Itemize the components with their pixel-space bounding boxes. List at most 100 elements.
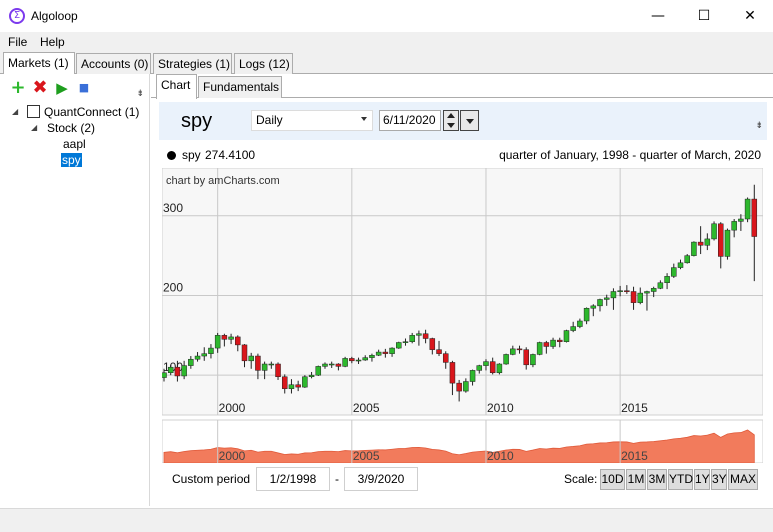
toolbar-overflow-icon[interactable]: ⇟ <box>136 88 144 98</box>
candle-body <box>362 357 368 361</box>
candle-body <box>510 348 516 355</box>
close-button[interactable]: ✕ <box>744 8 756 24</box>
candle-body <box>644 291 650 294</box>
candle-body <box>563 330 570 342</box>
tab-logs[interactable]: Logs (12) <box>234 53 293 74</box>
candle-body <box>691 241 697 256</box>
menu-help[interactable]: Help <box>40 35 65 49</box>
candle-body <box>275 363 281 378</box>
candle-body <box>369 354 375 358</box>
candle-body <box>375 351 382 356</box>
period-from-field[interactable]: 1/2/1998 <box>256 467 330 491</box>
candle-body <box>489 361 496 374</box>
candle-body <box>167 366 174 374</box>
candle-body <box>241 344 248 362</box>
legend-marker-icon <box>167 151 176 160</box>
menu-bar: File Help <box>0 32 773 52</box>
chart-watermark: chart by amCharts.com <box>166 175 280 187</box>
tree-item-stock[interactable]: Stock (2) <box>47 121 96 135</box>
candle-body <box>161 372 167 378</box>
header-overflow-icon[interactable]: ⇟ <box>755 120 763 130</box>
candle-body <box>449 362 456 384</box>
scale-button-3m[interactable]: 3M <box>647 469 667 490</box>
candle-body <box>751 198 758 237</box>
candle-body <box>718 223 724 257</box>
chevron-down-icon <box>466 119 474 124</box>
run-icon[interactable]: ▶ <box>56 79 68 97</box>
candle-body <box>342 358 348 367</box>
candle-body <box>543 342 550 347</box>
tab-fundamentals[interactable]: Fundamentals <box>198 76 282 98</box>
candle-body <box>577 320 583 327</box>
candle-body <box>355 359 362 362</box>
expand-arrow-icon[interactable]: ◢ <box>12 107 19 116</box>
scale-button-1m[interactable]: 1M <box>626 469 646 490</box>
quantconnect-checkbox[interactable] <box>27 105 40 118</box>
period-to-field[interactable]: 3/9/2020 <box>344 467 418 491</box>
candle-body <box>677 262 684 268</box>
spin-up-icon[interactable] <box>447 113 455 118</box>
tab-chart[interactable]: Chart <box>156 74 197 99</box>
candle-body <box>214 335 221 349</box>
candle-body <box>463 381 469 392</box>
spin-down-icon[interactable] <box>447 123 455 128</box>
candle-body <box>416 333 422 336</box>
add-icon[interactable]: + <box>10 77 26 98</box>
minimize-button[interactable]: — <box>651 8 665 24</box>
navigator-tick-label: 2010 <box>487 449 514 463</box>
navigator-tick-label: 2015 <box>621 449 648 463</box>
tree-item-aapl[interactable]: aapl <box>63 137 86 151</box>
tab-accounts[interactable]: Accounts (0) <box>76 53 151 74</box>
candle-body <box>288 384 295 389</box>
date-spinner[interactable] <box>443 110 459 131</box>
candle-body <box>530 354 536 366</box>
candle-body <box>302 376 308 388</box>
menu-file[interactable]: File <box>8 35 28 49</box>
y-tick-label: 300 <box>163 201 183 215</box>
expand-arrow-icon[interactable]: ◢ <box>31 123 38 132</box>
scale-button-1y[interactable]: 1Y <box>694 469 710 490</box>
candle-body <box>389 347 395 354</box>
tree-item-quantconnect[interactable]: QuantConnect (1) <box>44 105 140 119</box>
tab-markets[interactable]: Markets (1) <box>3 52 75 75</box>
resolution-select[interactable]: Daily <box>251 110 373 131</box>
candle-body <box>583 307 590 322</box>
candle-body <box>744 198 751 220</box>
chart-panel: Chart Fundamentals spy Daily 6/11/2020 ⇟… <box>151 74 773 506</box>
candle-body <box>194 355 201 360</box>
plot-area <box>161 167 764 416</box>
symbol-title: spy <box>181 110 213 132</box>
maximize-button[interactable]: ☐ <box>697 8 711 24</box>
stock-chart-svg[interactable]: 1002003002000200520102015chart by amChar… <box>161 167 764 464</box>
stop-icon[interactable]: ■ <box>78 81 90 94</box>
candle-body <box>630 291 637 303</box>
scale-button-ytd[interactable]: YTD <box>668 469 693 490</box>
stock-chart[interactable]: 1002003002000200520102015chart by amChar… <box>161 167 764 464</box>
scale-label: Scale: <box>564 472 598 486</box>
x-tick-label: 2005 <box>353 401 380 415</box>
navigator-tick-label: 2000 <box>219 449 246 463</box>
scale-button-max[interactable]: MAX <box>728 469 758 490</box>
candle-body <box>704 238 711 246</box>
tree-item-spy[interactable]: spy <box>61 153 82 167</box>
tab-strategies[interactable]: Strategies (1) <box>153 53 232 74</box>
candle-body <box>557 339 563 342</box>
scale-button-10d[interactable]: 10D <box>600 469 625 490</box>
x-tick-label: 2015 <box>621 401 648 415</box>
title-bar: Σ Algoloop — ☐ ✕ <box>0 0 773 32</box>
candle-body <box>724 229 731 257</box>
window-title: Algoloop <box>31 9 78 23</box>
scale-button-3y[interactable]: 3Y <box>711 469 727 490</box>
date-field[interactable]: 6/11/2020 <box>379 110 441 131</box>
resolution-value: Daily <box>256 113 283 127</box>
candle-body <box>536 342 543 355</box>
candle-body <box>315 366 322 376</box>
candle-body <box>469 370 476 382</box>
candle-body <box>409 335 415 342</box>
candle-body <box>442 353 449 363</box>
candle-body <box>496 363 503 374</box>
delete-icon[interactable]: ✖ <box>32 77 48 98</box>
legend-range: quarter of January, 1998 - quarter of Ma… <box>499 148 761 162</box>
candle-body <box>255 355 261 371</box>
date-dropdown-button[interactable] <box>460 110 479 131</box>
